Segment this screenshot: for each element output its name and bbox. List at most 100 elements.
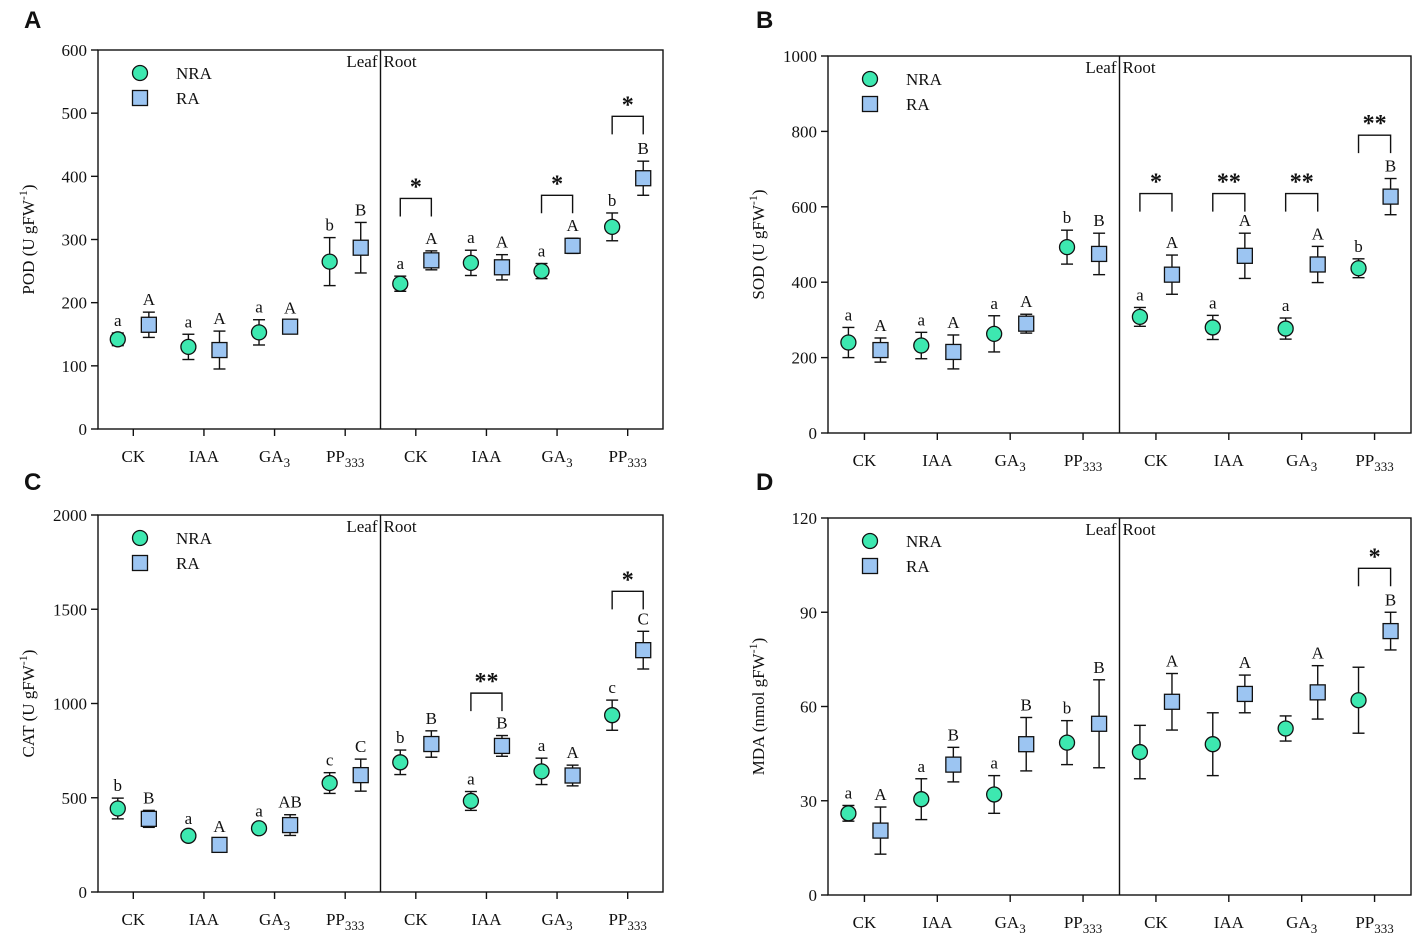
legend-marker-ra [861,557,879,575]
significance-bracket: ** [1212,170,1246,212]
y-tick-label: 0 [79,420,88,439]
significance-letter: a [467,770,475,789]
series-ra: A B B B A A A B [872,590,1399,855]
y-tick-label: 600 [62,41,88,60]
section-label-root: Root [384,52,417,71]
y-axis-label-text: POD (U gFW [19,199,38,294]
y-axis-label: POD (U gFW-1) [16,184,38,294]
data-point-ra [1018,736,1035,753]
chart-panel-c: C Leaf Root 0 500 1000 1500 2000 CAT (U gFW-1) CK… [16,469,664,933]
data-point-ra [140,316,158,333]
section-label-leaf: Leaf [346,517,377,536]
significance-letter: b [396,728,405,747]
significance-star: * [622,567,634,593]
data-point-nra [533,763,550,780]
data-point-nra [913,791,930,808]
data-point-ra [140,810,158,828]
x-tick-label: PP333 [1355,913,1393,936]
data-point-nra [321,774,338,792]
x-tick-label: CK [122,910,146,929]
x-tick-label-text: PP [1355,451,1374,470]
significance-bracket: * [611,567,644,610]
legend-label-nra: NRA [176,529,213,548]
x-tick-label: GA3 [1286,913,1317,936]
x-tick-label: PP333 [326,447,364,470]
y-axis-label-text: SOD (U gFW [749,204,768,299]
significance-bracket: * [1357,544,1392,587]
significance-letter: a [1209,293,1217,312]
x-tick-label: IAA [1214,913,1245,932]
data-point-ra [423,252,440,269]
significance-letter: A [1166,233,1179,252]
x-tick-label-text: IAA [1214,913,1245,932]
data-point-nra [1350,260,1367,277]
data-point-ra [1309,684,1326,701]
y-axis-label-superscript: -1 [746,195,760,205]
data-point-ra [1236,247,1253,264]
significance-letter: B [948,725,959,744]
data-point-ra [1163,693,1181,710]
legend-marker-ra [861,95,879,113]
significance-letter: a [255,298,263,317]
y-tick-label: 60 [800,698,817,717]
significance-bracket: * [540,171,574,214]
significance-letter: B [143,788,154,807]
significance-letter: B [1385,590,1396,609]
data-point-ra [1236,685,1253,703]
x-tick-label: PP333 [326,910,364,933]
data-point-nra [1204,736,1221,753]
y-tick-label: 0 [809,424,818,443]
significance-letter: b [1063,208,1072,227]
data-point-ra [1163,266,1181,283]
section-label-leaf: Leaf [1085,520,1116,539]
y-tick-label: 300 [62,231,88,250]
series-ra: A A A B A A A B [872,157,1399,370]
x-tick-label: CK [853,913,877,932]
bracket-line [1284,192,1319,212]
bracket-line [1212,192,1246,212]
x-tick-label: IAA [189,910,220,929]
x-tick-label-text: IAA [922,913,953,932]
legend-label-nra: NRA [176,64,213,83]
y-tick-label: 2000 [53,506,87,525]
y-axis-label-text: CAT (U gFW [19,664,38,757]
x-tick-label-subscript: 333 [345,918,365,933]
y-axis-label: CAT (U gFW-1) [16,650,38,758]
significance-letter: a [114,311,122,330]
section-label-root: Root [1123,58,1156,77]
legend-marker-nra [861,532,879,550]
y-axis-label: SOD (U gFW-1) [746,189,768,299]
significance-letter: A [425,229,438,248]
significance-letter: B [496,714,507,733]
significance-star: ** [474,669,498,695]
data-point-nra [1204,319,1221,336]
x-tick-label-text: PP [608,910,627,929]
x-tick-label: GA3 [259,910,290,933]
x-tick-label: CK [1144,451,1168,470]
significance-letter: a [918,757,926,776]
bracket-line [399,197,433,217]
data-point-ra [635,170,652,187]
significance-star: * [551,171,563,197]
data-point-ra [423,735,440,753]
significance-bracket: * [611,92,644,135]
data-point-nra [250,820,268,837]
x-tick-label: PP333 [1064,913,1102,936]
data-point-ra [564,237,581,254]
data-point-ra [1090,715,1108,732]
bracket-line [470,692,503,712]
data-point-nra [533,262,550,280]
y-tick-label: 600 [792,198,818,217]
significance-letter: A [1239,653,1252,672]
significance-letter: C [355,737,366,756]
data-point-nra [250,324,268,341]
x-tick-label: PP333 [608,447,646,470]
data-point-ra [1309,256,1326,273]
x-tick-label: CK [404,447,428,466]
panel-letter: C [24,469,41,496]
y-tick-label: 400 [62,167,88,186]
y-axis-label-superscript: -1 [16,655,30,665]
x-tick-label-text: CK [1144,913,1168,932]
series-ra: A A A B A A A B [140,139,652,370]
panel-letter: B [756,7,773,34]
